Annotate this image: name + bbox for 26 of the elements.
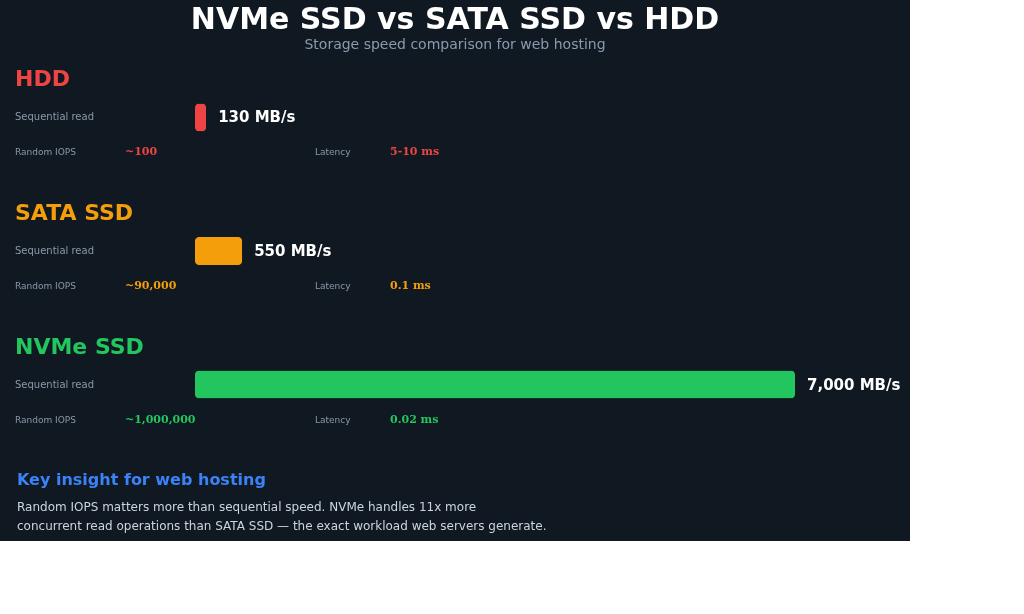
annotation: Latency [315, 281, 352, 291]
chart-title: NVMe SSD vs SATA SSD vs HDD [190, 1, 720, 36]
annotation: 5-10 ms [390, 145, 440, 159]
text: ~100 [125, 145, 158, 159]
text: Sequential read [15, 245, 94, 256]
text: Sequential read [15, 378, 94, 390]
annotation: Latency [315, 147, 352, 158]
text: Random IOPS [15, 281, 77, 291]
annotation: ~1,000,000 [125, 412, 196, 426]
text: concurrent read operations than SATA SSD — the exact workload web servers generate. [17, 519, 547, 533]
text: Random IOPS [15, 147, 77, 158]
annotation: 0.02 ms [390, 412, 439, 426]
text: Latency [315, 414, 352, 425]
y-tick-label: NVMe SSD [15, 333, 144, 359]
annotation: 0.1 ms [390, 279, 431, 292]
y-tick-label: SATA SSD [15, 200, 134, 225]
data-label: 7,000 MB/s [807, 375, 901, 394]
text: Random IOPS matters more than sequential speed. NVMe handles 11x more [17, 500, 477, 514]
data-label: 550 MB/s [254, 242, 332, 260]
text: ~90,000 [125, 279, 177, 292]
text: Key insight for web hosting [17, 470, 266, 489]
text: Storage speed comparison for web hosting [304, 36, 606, 52]
text: Sequential read [15, 111, 94, 123]
data-label: 130 MB/s [218, 108, 296, 127]
text: Random IOPS [15, 414, 77, 425]
y-tick-label: HDD [15, 66, 70, 92]
